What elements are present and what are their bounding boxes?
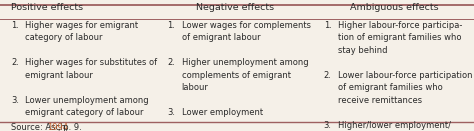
Text: Lower employment: Lower employment [182, 108, 263, 117]
Text: complements of emigrant: complements of emigrant [182, 71, 291, 80]
Text: of emigrant labour: of emigrant labour [182, 33, 260, 42]
Text: category of labour: category of labour [25, 33, 103, 42]
Text: Higher/lower employment/: Higher/lower employment/ [338, 121, 451, 130]
Text: Negative effects: Negative effects [196, 3, 273, 12]
Text: 3.: 3. [324, 121, 332, 130]
Text: stay behind: stay behind [338, 46, 387, 55]
Text: Lower wages for complements: Lower wages for complements [182, 21, 310, 30]
Text: Lower labour-force participation: Lower labour-force participation [338, 71, 473, 80]
Text: 2.: 2. [11, 58, 19, 67]
Text: Positive effects: Positive effects [11, 3, 83, 12]
Text: 2.: 2. [324, 71, 332, 80]
Text: 1.: 1. [167, 21, 175, 30]
Text: receive remittances: receive remittances [338, 96, 422, 105]
Text: Ambiguous effects: Ambiguous effects [350, 3, 438, 12]
Text: Source: Asch,: Source: Asch, [11, 123, 71, 131]
Text: 1.: 1. [11, 21, 19, 30]
Text: , p. 9.: , p. 9. [58, 123, 82, 131]
Text: 2.: 2. [167, 58, 175, 67]
Text: labour: labour [182, 83, 209, 92]
Text: Lower unemployment among: Lower unemployment among [25, 96, 149, 105]
Text: Higher wages for emigrant: Higher wages for emigrant [25, 21, 138, 30]
Text: tion of emigrant families who: tion of emigrant families who [338, 33, 462, 42]
Text: 3.: 3. [167, 108, 175, 117]
Text: emigrant category of labour: emigrant category of labour [25, 108, 144, 117]
Text: emigrant labour: emigrant labour [25, 71, 93, 80]
Text: Higher labour-force participa-: Higher labour-force participa- [338, 21, 462, 30]
Text: 1994: 1994 [47, 123, 68, 131]
Text: of emigrant families who: of emigrant families who [338, 83, 443, 92]
Text: 3.: 3. [11, 96, 19, 105]
Text: Higher unemployment among: Higher unemployment among [182, 58, 308, 67]
Text: Higher wages for substitutes of: Higher wages for substitutes of [25, 58, 157, 67]
Text: 1.: 1. [324, 21, 332, 30]
